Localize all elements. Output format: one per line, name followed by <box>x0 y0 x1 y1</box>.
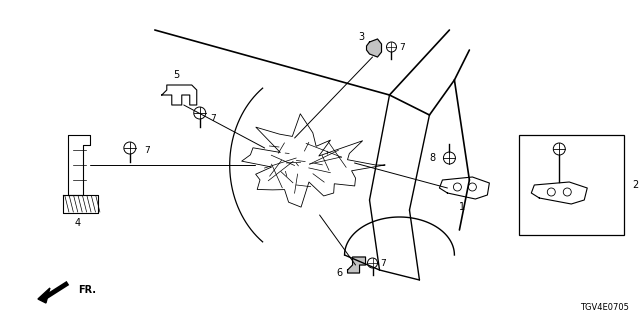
Polygon shape <box>38 288 50 303</box>
Text: 7: 7 <box>210 114 216 123</box>
Text: 7: 7 <box>381 259 387 268</box>
Polygon shape <box>348 257 365 273</box>
Text: 8: 8 <box>429 153 435 163</box>
Text: FR.: FR. <box>78 285 96 295</box>
Text: 6: 6 <box>337 268 342 278</box>
Text: TGV4E0705: TGV4E0705 <box>580 303 629 312</box>
Text: 7: 7 <box>144 146 150 155</box>
Text: 1: 1 <box>460 202 465 212</box>
Text: 5: 5 <box>173 70 180 80</box>
Polygon shape <box>367 39 381 57</box>
Text: 4: 4 <box>75 218 81 228</box>
Text: 3: 3 <box>358 32 365 42</box>
Bar <box>519 135 624 235</box>
Text: 7: 7 <box>399 43 405 52</box>
Text: 2: 2 <box>632 180 639 190</box>
